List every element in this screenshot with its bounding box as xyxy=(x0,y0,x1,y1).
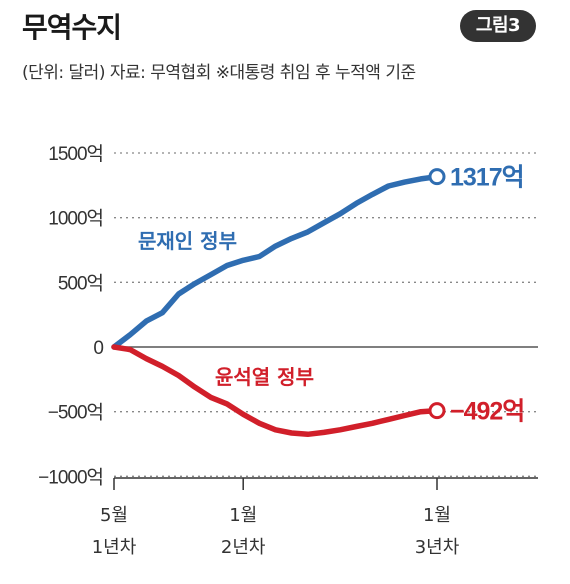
y-tick-label: −500억 xyxy=(48,402,103,424)
chart-title: 무역수지 xyxy=(22,11,122,44)
figure-badge: 그림3 xyxy=(460,10,536,42)
series-line xyxy=(111,344,440,438)
x-tick-label: 5월 xyxy=(100,505,128,526)
x-tick-label: 1년차 xyxy=(92,537,137,558)
y-tick-label: 500억 xyxy=(58,272,103,294)
x-tick-label: 1월 xyxy=(229,505,257,526)
y-tick-label: 0 xyxy=(93,338,103,359)
end-value-label: 1317억 xyxy=(450,164,524,192)
y-tick-label: 1000억 xyxy=(48,208,103,230)
x-tick-label: 3년차 xyxy=(415,537,460,558)
chart-subtitle: (단위: 달러) 자료: 무역협회 ※대통령 취임 후 누적액 기준 xyxy=(22,63,416,83)
y-tick-label: 1500억 xyxy=(48,143,103,165)
series-lines xyxy=(111,168,446,438)
x-tick-label: 1월 xyxy=(423,505,451,526)
end-point-marker xyxy=(428,168,446,186)
x-tick-label: 2년차 xyxy=(221,537,266,558)
end-point-marker xyxy=(428,402,446,420)
series-name-label: 윤석열 정부 xyxy=(215,365,314,389)
end-value-label: −492억 xyxy=(450,398,524,426)
series-name-label: 문재인 정부 xyxy=(138,229,237,253)
grid-lines xyxy=(114,152,538,477)
y-tick-label: −1000억 xyxy=(38,466,103,488)
series-line xyxy=(111,173,440,350)
y-axis-ticks: 1500억 1000억 500억 0 −500억 −1000억 xyxy=(38,143,104,488)
x-axis-ticks: 5월 1년차 1월 2년차 1월 3년차 xyxy=(92,477,538,558)
